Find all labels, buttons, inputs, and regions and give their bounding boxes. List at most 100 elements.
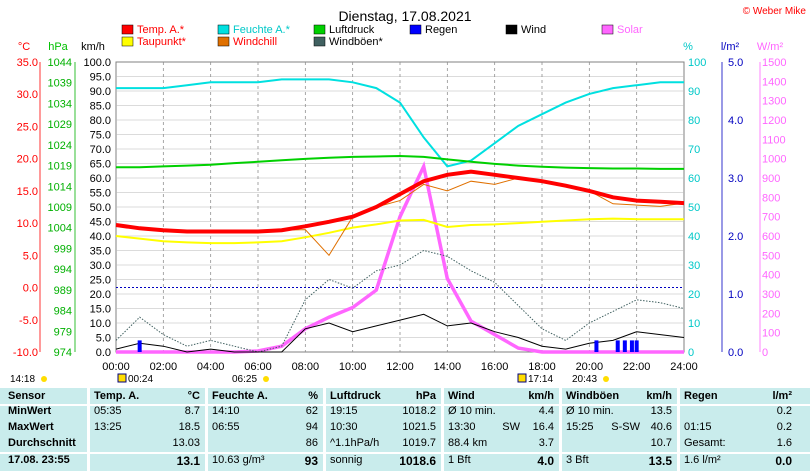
tick-label-rain: 3.0 (728, 173, 743, 185)
sunrise-icon (263, 376, 269, 382)
tick-label-solar: 800 (762, 192, 780, 204)
tick-label-wind: 0.0 (96, 347, 111, 359)
table-cell: 3 Bft (566, 454, 589, 466)
rain-bar (629, 340, 634, 352)
sunset-time: 20:43 (572, 374, 597, 385)
table-cell: 3.7 (538, 437, 554, 449)
moonrise-icon (117, 373, 127, 383)
axis-unit-temp: °C (18, 41, 30, 53)
legend-swatch (601, 24, 614, 35)
tick-label-humidity: 80 (688, 115, 700, 127)
tick-label-wind: 45.0 (90, 217, 111, 229)
series-humidity (116, 78, 684, 168)
tick-label-wind: 100.0 (83, 57, 111, 69)
legend-swatch (313, 36, 326, 47)
axis-unit-humidity: % (683, 41, 693, 53)
legend-label: Luftdruck (329, 24, 375, 36)
tick-label-wind: 30.0 (90, 260, 111, 272)
tick-label-solar: 0 (762, 347, 768, 359)
table-cell: 8.7 (184, 405, 200, 417)
x-tick-label: 14:00 (434, 361, 462, 373)
tick-label-wind: 55.0 (90, 188, 111, 200)
table-cell: 0.2 (776, 421, 792, 433)
tick-label-wind: 10.0 (90, 318, 111, 330)
x-tick-label: 18:00 (528, 361, 556, 373)
tick-label-solar: 300 (762, 289, 780, 301)
tick-label-temp: 25.0 (17, 121, 38, 133)
series-pressure (116, 154, 684, 170)
table-cell: 93 (304, 454, 318, 468)
tick-label-wind: 20.0 (90, 289, 111, 301)
tick-label-wind: 75.0 (90, 130, 111, 142)
tick-label-pressure: 1024 (48, 140, 72, 152)
table-cell: 13.5 (648, 454, 672, 468)
tick-label-solar: 100 (762, 328, 780, 340)
tick-label-humidity: 20 (688, 289, 700, 301)
tick-label-rain: 1.0 (728, 289, 743, 301)
tick-label-wind: 35.0 (90, 246, 111, 258)
axis-unit-rain: l/m² (721, 41, 740, 53)
tick-label-wind: 15.0 (90, 304, 111, 316)
moonrise-time: 00:24 (128, 374, 153, 385)
table-cell: 13.1 (176, 454, 200, 468)
table-cell: Ø 10 min. (448, 405, 496, 417)
tick-label-pressure: 974 (54, 347, 72, 359)
hdr-sensor: Sensor (8, 390, 46, 402)
statistics-table: Sensor Temp. A. °C Feuchte A. % Luftdruc… (0, 388, 810, 471)
tick-label-solar: 400 (762, 270, 780, 282)
tick-label-wind: 50.0 (90, 202, 111, 214)
hdr-gust: Windböen (566, 390, 620, 402)
table-cell: 10:30 (330, 421, 358, 433)
hdr-pressure-unit: hPa (415, 390, 436, 402)
legend-swatch (505, 24, 518, 35)
tick-label-solar: 1500 (762, 57, 786, 69)
rain-bar (137, 340, 142, 352)
table-cell: 1.6 l/m² (684, 454, 721, 466)
table-cell: 19:15 (330, 405, 358, 417)
tick-label-wind: 40.0 (90, 231, 111, 243)
tick-label-humidity: 40 (688, 231, 700, 243)
hdr-wind-unit: km/h (528, 390, 554, 402)
tick-label-humidity: 30 (688, 260, 700, 272)
x-tick-label: 16:00 (481, 361, 509, 373)
tick-label-temp: 35.0 (17, 57, 38, 69)
hdr-temp: Temp. A. (94, 390, 140, 402)
tick-label-solar: 600 (762, 231, 780, 243)
tick-label-pressure: 1009 (48, 202, 72, 214)
tick-label-temp: 10.0 (17, 218, 38, 230)
hdr-temp-unit: °C (187, 390, 200, 402)
tick-label-rain: 5.0 (728, 57, 743, 69)
table-row-label: Durchschnitt (8, 437, 76, 449)
table-cell: Ø 10 min. (566, 405, 614, 417)
tick-label-solar: 1300 (762, 96, 786, 108)
tick-label-wind: 5.0 (96, 333, 111, 345)
table-cell: 62 (305, 405, 318, 417)
rain-bar (594, 340, 599, 352)
sunrise-time: 06:25 (232, 374, 257, 385)
table-cell: 1018.2 (402, 405, 436, 417)
table-cell: 10.63 g/m³ (212, 454, 265, 466)
series-temperature (115, 169, 685, 234)
table-cell: 18.5 (178, 421, 200, 433)
tick-label-pressure: 1014 (48, 181, 72, 193)
tick-label-pressure: 1044 (48, 57, 72, 69)
table-cell: SW (502, 421, 520, 433)
table-cell: 88.4 km (448, 437, 488, 449)
table-cell: 13:25 (94, 421, 122, 433)
table-cell: 06:55 (212, 421, 240, 433)
axis-unit-solar: W/m² (757, 41, 784, 53)
legend-label: Feuchte A.* (233, 24, 291, 36)
table-cell: 40.6 (650, 421, 672, 433)
tick-label-pressure: 999 (54, 243, 72, 255)
tick-label-pressure: 994 (54, 264, 72, 276)
tick-label-humidity: 0 (688, 347, 694, 359)
series-dewpoint (115, 217, 684, 245)
series-wind-gusts (115, 249, 685, 353)
moonrise2-time: 17:14 (528, 374, 553, 385)
tick-label-temp: 20.0 (17, 154, 38, 166)
table-cell: 13.5 (650, 405, 672, 417)
table-cell: 4.4 (538, 405, 554, 417)
tick-label-temp: 0.0 (23, 283, 38, 295)
table-row-label: MaxWert (8, 421, 54, 433)
x-tick-label: 08:00 (292, 361, 320, 373)
